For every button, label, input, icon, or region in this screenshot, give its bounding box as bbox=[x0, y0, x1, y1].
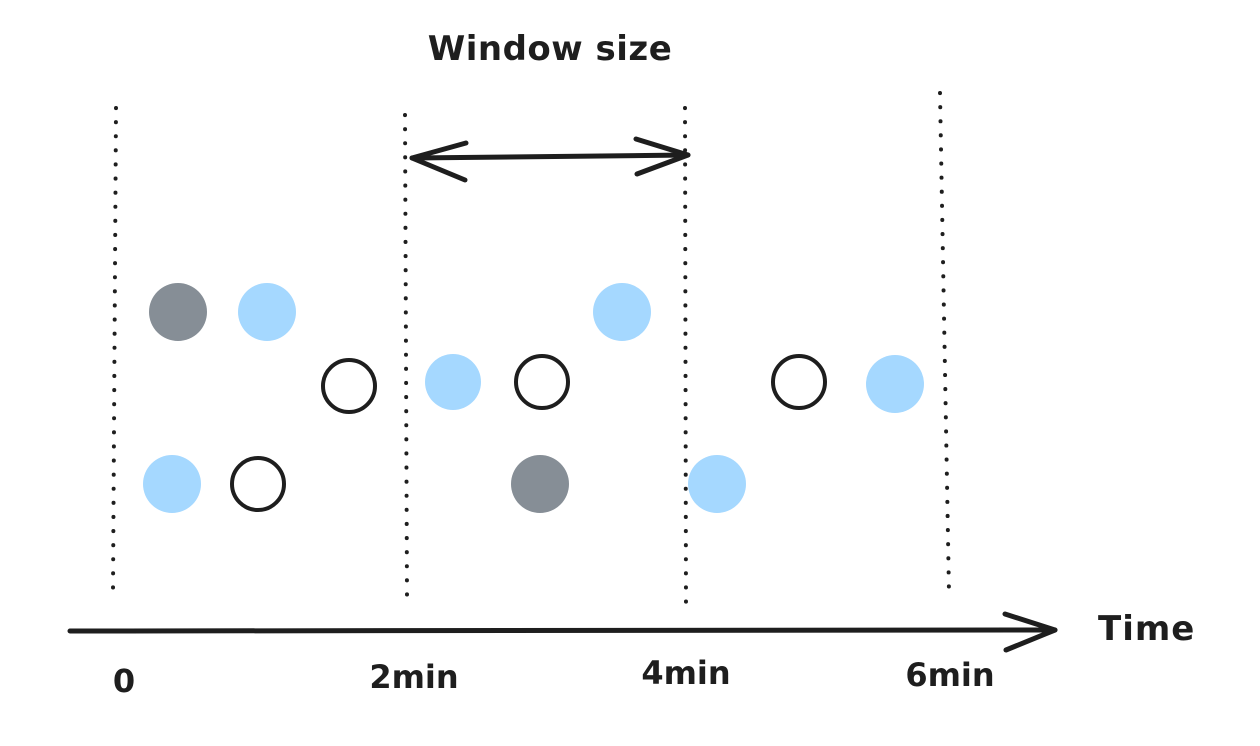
event-blue-filled bbox=[593, 283, 651, 341]
tick-label: 0 bbox=[113, 662, 135, 700]
event-hollow bbox=[514, 354, 570, 410]
boundary-line-0 bbox=[111, 106, 118, 592]
arrowhead-right bbox=[633, 136, 691, 177]
event-blue-filled bbox=[866, 355, 924, 413]
event-hollow bbox=[230, 456, 286, 512]
event-hollow bbox=[321, 358, 377, 414]
time-axis-label: Time bbox=[1098, 609, 1195, 649]
event-blue-filled bbox=[238, 283, 296, 341]
event-gray-filled bbox=[511, 455, 569, 513]
events-layer bbox=[143, 283, 924, 513]
time-axis-line bbox=[67, 627, 1058, 634]
tick-labels: 0 2min 4min 6min bbox=[113, 654, 995, 700]
boundary-line-4min bbox=[683, 106, 688, 614]
tick-label: 2min bbox=[369, 658, 458, 696]
window-size-arrow-shaft bbox=[409, 152, 691, 161]
boundary-line-2min bbox=[403, 113, 409, 598]
event-blue-filled bbox=[425, 354, 481, 410]
time-axis-arrowhead bbox=[1002, 611, 1058, 653]
boundary-line-6min bbox=[938, 91, 951, 595]
event-hollow bbox=[771, 354, 827, 410]
arrowhead-left bbox=[409, 140, 469, 183]
window-size-title: Window size bbox=[428, 29, 673, 69]
tick-label: 4min bbox=[641, 654, 730, 692]
tick-label: 6min bbox=[905, 656, 994, 694]
event-blue-filled bbox=[688, 455, 746, 513]
time-axis bbox=[67, 611, 1058, 653]
window-size-arrow bbox=[409, 136, 691, 183]
window-boundaries bbox=[111, 91, 951, 614]
event-gray-filled bbox=[149, 283, 207, 341]
event-blue-filled bbox=[143, 455, 201, 513]
